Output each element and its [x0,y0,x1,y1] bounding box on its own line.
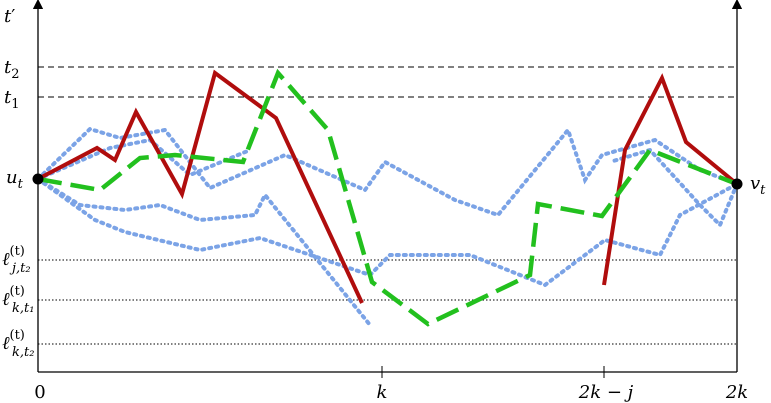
text: t [4,6,12,27]
text: 2 [11,67,19,82]
text: ℓ [2,289,10,310]
start-dot [32,173,44,185]
end-label: vt [750,173,766,198]
x-label: 2k [725,382,748,403]
path [36,177,372,327]
text: t [760,183,766,198]
text: u [6,167,18,188]
level-label: t1 [4,87,20,112]
text: t [4,87,12,108]
text: t [18,177,24,192]
x-label: 0 [34,382,45,403]
path [608,147,739,229]
text: v [750,173,760,194]
red-path [602,73,739,286]
text: ′ [11,6,15,27]
threshold-label: ℓ(t) k,t₂ [2,328,34,360]
x-label: k [377,382,388,403]
path [36,177,739,288]
text: 1 [11,97,19,112]
start-label: ut [6,167,24,192]
text: (t) [10,328,25,343]
threshold-label: ℓ(t) k,t₁ [2,284,34,316]
green-path [37,68,738,327]
text: (t) [10,244,25,259]
text: ℓ [2,249,10,270]
text: k,t₂ [12,345,34,360]
text: j,t₂ [9,261,31,276]
y-axis-label: t′ [4,6,15,27]
threshold-label: ℓ(t) j,t₂ [2,244,31,276]
x-label: 2k − j [578,382,634,403]
text: (t) [10,284,25,299]
text: t [4,57,12,78]
text: ℓ [2,333,10,354]
text: k,t₁ [12,301,34,316]
level-label: t2 [4,57,20,82]
red-path [37,69,364,304]
end-dot [731,178,743,190]
threshold-labels: ℓ(t) j,t₂ ℓ(t) k,t₁ ℓ(t) k,t₂ [2,244,34,360]
